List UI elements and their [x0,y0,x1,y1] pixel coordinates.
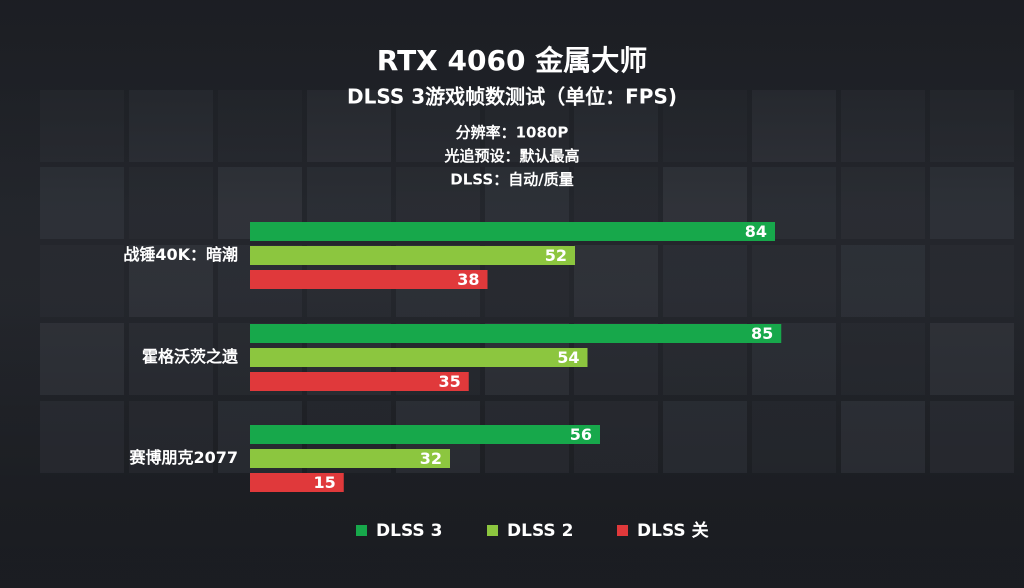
bar [250,324,782,343]
bar [250,473,344,492]
category-label: 赛博朋克2077 [128,448,238,467]
legend-label: DLSS 3 [376,521,442,541]
bar [250,425,600,444]
value-label: 15 [313,473,335,492]
legend-swatch [356,525,367,536]
legend-swatch [487,525,498,536]
bar [250,222,775,241]
bar [250,270,488,289]
value-label: 32 [420,449,442,468]
chart-subtitle: DLSS 3游戏帧数测试（单位：FPS) [347,85,677,109]
legend-swatch [617,525,628,536]
value-label: 85 [751,324,773,343]
value-label: 35 [438,372,460,391]
value-label: 84 [745,222,767,241]
value-label: 54 [557,348,579,367]
annotation: 分辨率：1080P [456,124,569,142]
value-label: 56 [570,425,592,444]
category-label: 战锤40K：暗潮 [123,245,238,264]
chart-title: RTX 4060 金属大师 [377,44,647,77]
bar [250,246,575,265]
annotation: DLSS：自动/质量 [450,171,573,189]
annotation: 光追预设：默认最高 [443,147,579,165]
legend-label: DLSS 2 [507,521,573,541]
bar [250,348,588,367]
bar [250,372,469,391]
legend-label: DLSS 关 [637,520,709,541]
category-label: 霍格沃茨之遗 [142,347,238,366]
bar [250,449,450,468]
value-label: 52 [545,246,567,265]
value-label: 38 [457,270,479,289]
